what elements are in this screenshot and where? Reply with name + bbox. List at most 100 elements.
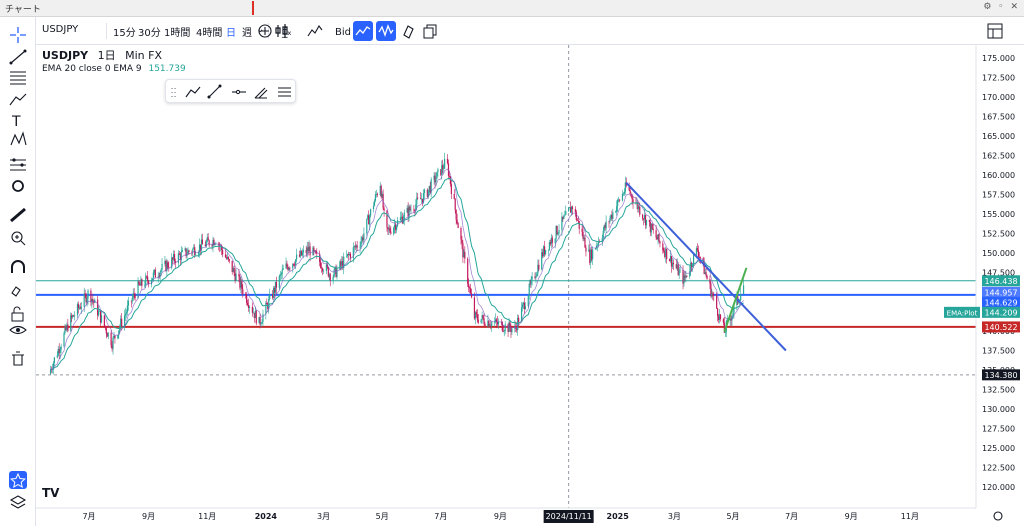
fib-retracement-icon[interactable] bbox=[10, 71, 26, 85]
layers-icon[interactable] bbox=[9, 495, 27, 509]
candle-body bbox=[367, 215, 369, 219]
candle-body bbox=[643, 215, 646, 220]
candle-body bbox=[301, 252, 303, 256]
drag-handle-icon[interactable] bbox=[171, 88, 176, 97]
candle-body bbox=[719, 314, 722, 320]
symbol-selector[interactable]: USDJPY bbox=[42, 24, 79, 35]
candle-body bbox=[191, 251, 193, 253]
eye-icon[interactable] bbox=[9, 325, 27, 335]
candle-body bbox=[656, 237, 658, 240]
crosshair-icon[interactable] bbox=[10, 27, 26, 43]
candle-body bbox=[450, 184, 452, 194]
candle-body bbox=[134, 295, 136, 298]
candle-body bbox=[341, 261, 343, 266]
candle-body bbox=[71, 315, 73, 318]
candle-body bbox=[295, 259, 297, 266]
legend-symbol[interactable]: USDJPY bbox=[42, 49, 89, 62]
shapes-icon[interactable] bbox=[12, 180, 24, 192]
candle-body bbox=[515, 326, 517, 328]
horizontal-ray-icon[interactable] bbox=[232, 89, 246, 95]
candle-style-icon[interactable] bbox=[272, 21, 292, 41]
price-axis[interactable]: 175.000 172.500 170.000 167.500 165.000 162.5… bbox=[982, 54, 1015, 492]
candle-body bbox=[426, 189, 428, 197]
channel-tool-icon[interactable] bbox=[254, 87, 268, 99]
candle-body bbox=[645, 219, 648, 226]
candle-body bbox=[670, 256, 673, 267]
line-tool-icon[interactable] bbox=[207, 84, 222, 99]
candle-body bbox=[420, 198, 422, 200]
lock-drawing-icon[interactable] bbox=[11, 286, 21, 297]
trash-icon[interactable] bbox=[12, 351, 24, 366]
candle-body bbox=[568, 208, 570, 211]
interval-30m[interactable]: 30分 bbox=[138, 28, 161, 39]
candle-body bbox=[83, 293, 85, 307]
indicator-legend[interactable]: EMA 20 close 0 EMA 9 151.739 bbox=[42, 64, 186, 74]
candle-body bbox=[697, 250, 699, 257]
brush-tool-icon[interactable] bbox=[185, 86, 201, 98]
candle-body bbox=[326, 264, 328, 268]
candle-body bbox=[171, 257, 173, 268]
candle-body bbox=[369, 215, 371, 225]
candle-body bbox=[444, 158, 446, 169]
candle-body bbox=[524, 306, 526, 310]
interval-4h[interactable]: 4時間 bbox=[196, 28, 223, 39]
fib-tool-icon[interactable] bbox=[278, 87, 291, 97]
candle-body bbox=[233, 268, 235, 273]
settings-gear-icon[interactable] bbox=[993, 511, 1003, 521]
floating-drawing-toolbar[interactable] bbox=[165, 79, 296, 103]
interval-weekly[interactable]: 週 bbox=[242, 28, 252, 39]
candle-body bbox=[420, 198, 423, 200]
window-controls[interactable]: ⚙ ◦ ✕ bbox=[983, 2, 1020, 12]
candle-body bbox=[393, 227, 395, 234]
favorites-star-icon[interactable] bbox=[9, 471, 27, 489]
candle-body bbox=[414, 210, 416, 212]
candle-body bbox=[316, 253, 318, 254]
ruler-icon[interactable] bbox=[10, 207, 26, 223]
candle-body bbox=[267, 304, 269, 309]
time-axis[interactable]: 7月 9月 11月 2024 3月 5月 7月 9月 2025 3月 5月 7月 9月 11月 2024/1… bbox=[82, 510, 919, 523]
legend-interval: 1日 bbox=[97, 49, 116, 62]
trend-line-icon[interactable] bbox=[9, 49, 27, 65]
brush-icon[interactable] bbox=[9, 93, 27, 106]
interval-15m[interactable]: 15分 bbox=[113, 28, 136, 39]
candle-body bbox=[192, 248, 194, 253]
ema-20-line bbox=[50, 177, 744, 370]
interval-daily[interactable]: 日 bbox=[226, 28, 236, 39]
candle-body bbox=[164, 260, 166, 264]
candle-body bbox=[581, 228, 583, 233]
candle-body bbox=[251, 306, 254, 313]
candle-body bbox=[484, 323, 486, 327]
candle-body bbox=[713, 295, 715, 296]
price-chart[interactable]: 175.000 172.500 170.000 167.500 165.000 162.5… bbox=[36, 45, 1024, 526]
compare-add-icon[interactable] bbox=[254, 21, 274, 41]
candle-body bbox=[261, 321, 263, 324]
candle-body bbox=[678, 270, 680, 276]
rebound-trendline bbox=[723, 267, 748, 333]
price-tick-label: 147.500 bbox=[982, 269, 1015, 278]
candle-body bbox=[683, 275, 685, 284]
pattern-icon[interactable] bbox=[10, 131, 27, 146]
indicator-label: EMA 20 close 0 EMA 9 bbox=[42, 64, 142, 74]
candle-body bbox=[421, 198, 424, 203]
text-tool-icon[interactable]: T bbox=[11, 114, 21, 130]
trendlines[interactable] bbox=[625, 182, 787, 352]
price-tick-label: 152.500 bbox=[982, 230, 1015, 239]
candle-body bbox=[193, 247, 195, 249]
interval-1h[interactable]: 1時間 bbox=[164, 28, 191, 39]
candle-body bbox=[632, 199, 634, 203]
candle-body bbox=[618, 199, 621, 201]
lock-icon[interactable] bbox=[11, 306, 24, 322]
candle-body bbox=[709, 279, 711, 284]
candle-body bbox=[571, 206, 574, 210]
candle-body bbox=[293, 263, 295, 266]
candle-body bbox=[360, 241, 362, 247]
zoom-in-icon[interactable] bbox=[11, 231, 26, 246]
prediction-icon[interactable] bbox=[10, 158, 26, 171]
toolbar-divider bbox=[106, 23, 107, 39]
candle-body bbox=[712, 293, 714, 296]
candle-body bbox=[718, 314, 721, 320]
candle-body bbox=[252, 312, 254, 314]
magnet-icon[interactable] bbox=[11, 260, 25, 273]
candle-body bbox=[77, 304, 80, 309]
candle-body bbox=[342, 261, 344, 269]
